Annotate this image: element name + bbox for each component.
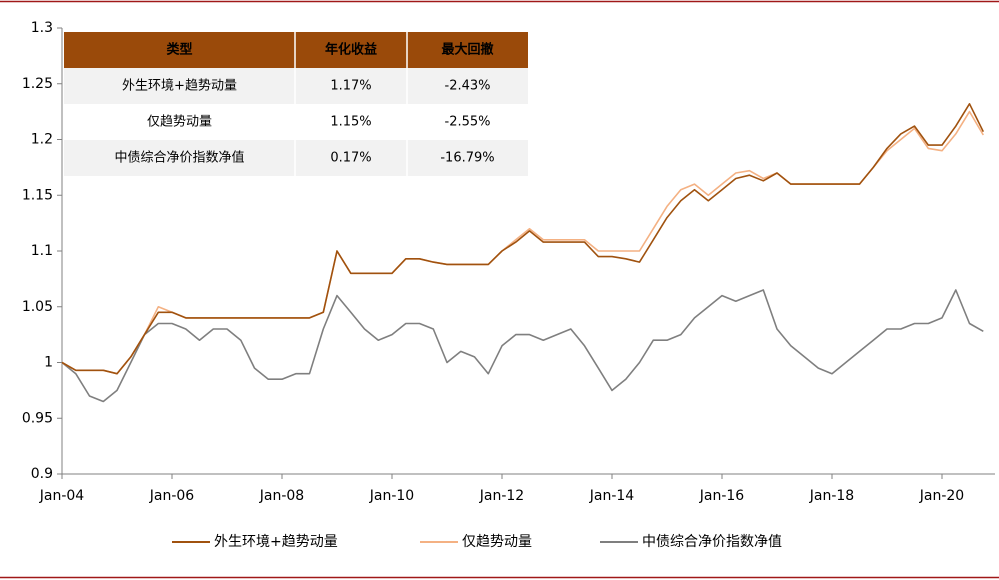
table-header: 年化收益 [325,42,377,58]
series-line [61,103,985,375]
x-tick-label: Jan-16 [699,488,745,504]
table-header-bg [64,32,528,68]
x-tick-label: Jan-18 [809,488,854,504]
x-tick-label: Jan-12 [479,488,524,504]
table-cell: 中债综合净价指数净值 [114,150,244,166]
legend-label: 外生环境+趋势动量 [214,534,338,550]
table-cell: 仅趋势动量 [147,114,212,130]
y-tick-label: 1.2 [31,132,53,148]
table-cell: -2.55% [445,115,491,130]
legend: 外生环境+趋势动量 仅趋势动量 中债综合净价指数净值 [172,534,782,550]
table-row-bg [64,104,528,140]
x-tick-label: Jan-20 [919,488,964,504]
x-tick-label: Jan-04 [39,488,85,504]
y-tick-label: 1.3 [31,20,53,36]
x-tick-label: Jan-10 [369,488,414,504]
x-tick-label: Jan-06 [149,488,195,504]
table-cell: 1.15% [330,115,371,130]
legend-label: 仅趋势动量 [462,534,532,550]
table-cell: -2.43% [445,79,491,94]
y-tick-label: 1.25 [22,76,53,92]
y-tick-label: 0.95 [22,410,53,426]
table-header: 类型 [166,42,192,58]
table-row-bg [64,68,528,104]
table-cell: -16.79% [440,151,494,166]
y-tick-label: 1.1 [31,243,53,259]
series-line [61,289,984,403]
plot: 0.9 0.95 1 1.05 1.1 1.15 1.2 1.25 1.3 Jan-04 Jan-0… [22,20,995,504]
y-tick-label: 1 [44,355,53,371]
table-header: 最大回撤 [441,42,493,58]
y-tick-label: 1.15 [22,187,53,203]
table-cell: 1.17% [330,79,371,94]
table-row-bg [64,140,528,176]
x-tick-label: Jan-08 [259,488,304,504]
table-cell: 0.17% [330,151,371,166]
legend-label: 中债综合净价指数净值 [642,534,782,550]
y-tick-label: 0.9 [31,466,53,482]
table-cell: 外生环境+趋势动量 [122,78,237,94]
x-tick-label: Jan-14 [589,488,635,504]
y-tick-label: 1.05 [22,299,53,315]
